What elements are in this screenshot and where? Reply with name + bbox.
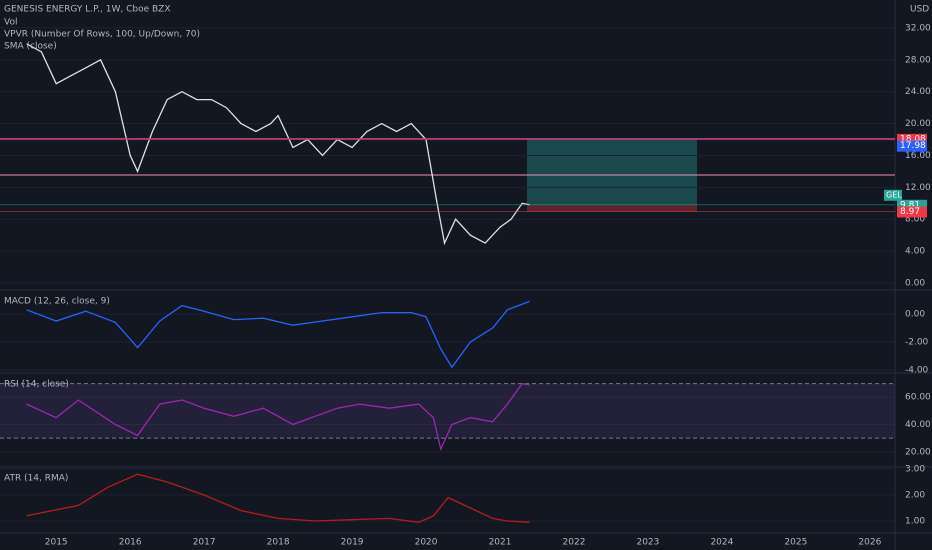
- y-tick-label: 4.00: [905, 247, 925, 257]
- y-tick-label: 0.00: [905, 309, 925, 319]
- price-tag: [897, 199, 927, 211]
- price-tag-label: 9.81: [900, 200, 920, 210]
- price-tag: [897, 206, 927, 218]
- price-tag: [897, 140, 927, 152]
- pane-title: RSI (14, close): [4, 380, 69, 390]
- y-tick-label: 24.00: [905, 87, 931, 97]
- x-tick-label: 2017: [193, 538, 216, 548]
- symbol-tag: [884, 189, 902, 201]
- series-line: [26, 43, 530, 246]
- price-tag: [897, 133, 927, 145]
- x-tick-label: 2024: [710, 538, 733, 548]
- long-position-target: [527, 139, 697, 205]
- y-tick-label: 16.00: [905, 151, 931, 161]
- pane-title: ATR (14, RMA): [4, 474, 68, 484]
- y-tick-label: 32.00: [905, 23, 931, 33]
- y-tick-label: 12.00: [905, 183, 931, 193]
- x-tick-label: 2015: [45, 538, 68, 548]
- y-tick-label: 40.00: [905, 420, 931, 430]
- symbol-tag-label: GEL: [886, 190, 902, 199]
- x-tick-label: 2026: [858, 538, 881, 548]
- x-tick-label: 2016: [119, 538, 142, 548]
- y-tick-label: 0.00: [905, 278, 925, 288]
- y-tick-label: 8.00: [905, 215, 925, 225]
- y-tick-label: 2.00: [905, 491, 925, 501]
- x-tick-label: 2025: [784, 538, 807, 548]
- x-tick-label: 2022: [563, 538, 586, 548]
- y-tick-label: 28.00: [905, 55, 931, 65]
- x-tick-label: 2019: [341, 538, 364, 548]
- y-tick-label: -2.00: [905, 338, 929, 348]
- currency-label: USD: [910, 5, 929, 15]
- x-tick-label: 2020: [415, 538, 438, 548]
- pane-subtitle: Vol: [4, 18, 17, 28]
- long-position-stop: [527, 205, 697, 212]
- series-line: [26, 382, 530, 452]
- x-tick-label: 2018: [267, 538, 290, 548]
- rsi-band: [0, 383, 895, 439]
- price-tag-label: 18.08: [900, 134, 926, 144]
- y-tick-label: -4.00: [905, 366, 929, 376]
- x-tick-label: 2021: [489, 538, 512, 548]
- pane-title: GENESIS ENERGY L.P., 1W, Cboe BZX: [4, 5, 171, 15]
- series-line: [26, 473, 530, 523]
- price-tag-label: 8.97: [900, 207, 920, 217]
- y-tick-label: 20.00: [905, 119, 931, 129]
- pane-subtitle: SMA (close): [4, 42, 57, 52]
- pane-title: MACD (12, 26, close, 9): [4, 297, 110, 307]
- series-line: [26, 300, 530, 369]
- x-tick-label: 2023: [636, 538, 659, 548]
- pane-subtitle: VPVR (Number Of Rows, 100, Up/Down, 70): [4, 30, 200, 40]
- y-tick-label: 3.00: [905, 465, 925, 475]
- y-tick-label: 60.00: [905, 393, 931, 403]
- y-tick-label: 1.00: [905, 517, 925, 527]
- y-tick-label: 20.00: [905, 447, 931, 457]
- price-tag-label: 17.98: [900, 141, 926, 151]
